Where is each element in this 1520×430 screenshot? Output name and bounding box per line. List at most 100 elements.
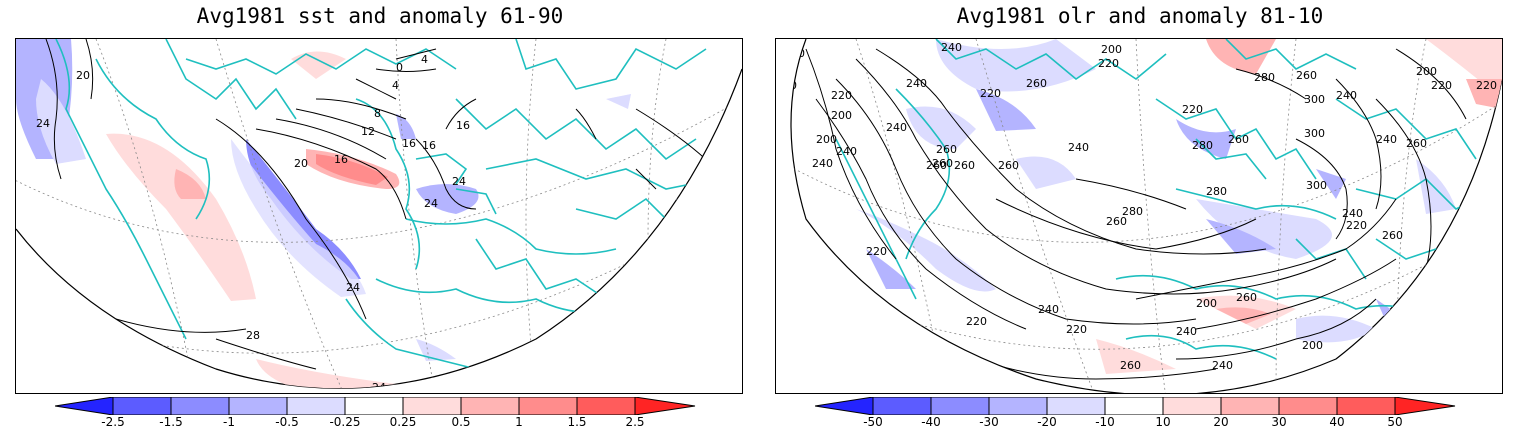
anomaly-negative — [1416, 159, 1456, 214]
contour-label: 4 — [392, 79, 399, 92]
contour-label: 260 — [1120, 359, 1141, 372]
contour-label: 16 — [334, 153, 348, 166]
contour-label: 24 — [346, 281, 360, 294]
olr-map: 260 240 200 220 260 220 200 240 260 280 … — [775, 38, 1503, 394]
anomaly-negative — [396, 114, 416, 139]
anomaly-negative — [676, 189, 716, 224]
colorbar-segment — [287, 397, 345, 415]
contour-label: 260 — [776, 79, 797, 92]
contour-label: 220 — [1496, 139, 1502, 152]
colorbar-segment — [1163, 397, 1221, 415]
anomaly-negative — [976, 89, 1036, 131]
anomaly-positive — [291, 51, 346, 79]
colorbar-tick: -2.5 — [101, 415, 125, 429]
graticule — [16, 39, 742, 389]
colorbar-tick: -30 — [979, 415, 999, 429]
contour-labels: 260 240 200 220 260 220 200 240 260 280 … — [776, 41, 1502, 372]
anomaly-positive — [256, 359, 396, 389]
contour-label: 220 — [1182, 103, 1203, 116]
colorbar-segment — [815, 397, 873, 415]
contour-label: 260 — [1466, 195, 1487, 208]
anomaly-positive — [1206, 39, 1276, 74]
colorbar-tick: 0.25 — [389, 415, 417, 429]
contour-label: 240 — [886, 121, 907, 134]
anomaly-positive — [1096, 339, 1176, 374]
contour-label: 200 — [1101, 43, 1122, 56]
contour-label: 240 — [1336, 89, 1357, 102]
contour-label: 28 — [706, 155, 720, 168]
colorbar-segment — [1047, 397, 1105, 415]
anomaly-positive — [106, 133, 256, 301]
contour-label: 200 — [1302, 339, 1323, 352]
contour-label: 260 — [926, 159, 947, 172]
colorbar-tick: -0.5 — [275, 415, 299, 429]
sst-panel: Avg1981 sst and anomaly 61-90 — [15, 4, 743, 429]
contour-label: 24 — [36, 117, 50, 130]
contour-label: 24 — [424, 197, 438, 210]
contour-label: 200 — [831, 109, 852, 122]
contour-label: 240 — [1068, 141, 1089, 154]
colorbar-outline — [55, 397, 696, 415]
contour-label: 260 — [932, 157, 953, 170]
contour-label: 16 — [422, 139, 436, 152]
contour-label: 300 — [1304, 127, 1325, 140]
anomaly-negative — [1016, 156, 1076, 189]
anomaly-positive — [174, 169, 206, 199]
colorbar-segment — [403, 397, 461, 415]
colorbar-segment — [229, 397, 287, 415]
contour-label: 28 — [246, 329, 260, 342]
contour-label: 220 — [1431, 79, 1452, 92]
contour-label: 220 — [1346, 219, 1367, 232]
contour-label: 200 — [1416, 65, 1437, 78]
contour-label: 260 — [936, 143, 957, 156]
anomaly-positive — [1426, 39, 1502, 99]
contour-label: 220 — [980, 87, 1001, 100]
contour-label: 16 — [402, 137, 416, 150]
colorbar-tick: 1.5 — [567, 415, 587, 429]
olr-colorbar — [815, 397, 1456, 415]
anomaly-positive — [1466, 79, 1502, 109]
colorbar-tick: 40 — [1329, 415, 1345, 429]
contour-label: 0 — [396, 61, 403, 74]
contour-label: 260 — [1296, 69, 1317, 82]
contour-label: 260 — [954, 159, 975, 172]
anomaly-negative — [1206, 219, 1276, 254]
contour-label: 260 — [1382, 229, 1403, 242]
panel-title: Avg1981 sst and anomaly 61-90 — [196, 4, 564, 28]
contour-label: 24 — [372, 381, 386, 393]
olr-map-canvas: 260 240 200 220 260 220 200 240 260 280 … — [776, 39, 1502, 393]
contour-label: 24 — [452, 175, 466, 188]
colorbar-segment — [989, 397, 1047, 415]
anomaly-positive — [1216, 307, 1271, 324]
colorbar-tick: -20 — [1037, 415, 1057, 429]
contour-label: 240 — [1212, 359, 1233, 372]
colorbar-tick: -50 — [863, 415, 883, 429]
contour-label: 20 — [76, 69, 90, 82]
anomaly-negative — [1316, 169, 1346, 199]
contour-label: 260 — [1406, 137, 1427, 150]
panel-title: Avg1981 olr and anomaly 81-10 — [956, 4, 1324, 28]
contour-label: 220 — [1066, 323, 1087, 336]
contour-label: 240 — [1342, 207, 1363, 220]
anomaly-negative — [36, 79, 86, 164]
anomaly-negative — [231, 139, 366, 297]
colorbar-segment — [873, 397, 931, 415]
colorbar-segment — [55, 397, 113, 415]
colorbar-tick: -40 — [921, 415, 941, 429]
anomaly-negative — [1196, 199, 1332, 259]
colorbar-tick: -10 — [1095, 415, 1115, 429]
contour-label: 240 — [812, 157, 833, 170]
anomaly-negative — [906, 106, 976, 149]
contour-label: 4 — [421, 53, 428, 66]
colorbar-tick: 10 — [1155, 415, 1171, 429]
colorbar-segment — [461, 397, 519, 415]
contour-label: 280 — [1122, 205, 1143, 218]
contour-label: 260 — [1106, 215, 1127, 228]
contour-label: 260 — [1228, 133, 1249, 146]
colorbar-outline — [815, 397, 1456, 415]
contour-label: 240 — [836, 145, 857, 158]
colorbar-segment — [519, 397, 577, 415]
anomaly-negative — [866, 249, 916, 289]
contour-label: 220 — [831, 89, 852, 102]
contour-label: 240 — [941, 41, 962, 54]
